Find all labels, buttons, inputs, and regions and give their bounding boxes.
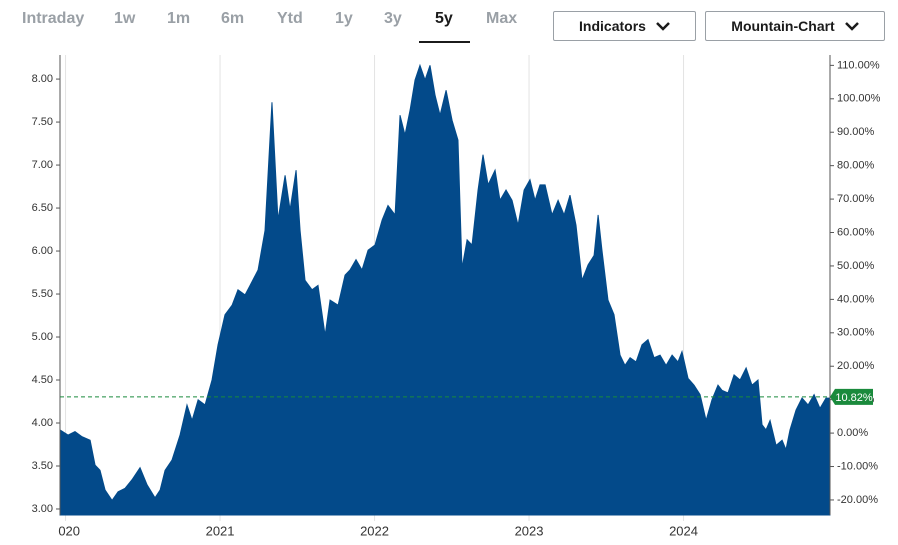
- y-tick-label: 5.50: [32, 288, 53, 300]
- x-tick-label: 2024: [669, 523, 698, 538]
- tab[interactable]: 3y: [384, 10, 402, 27]
- y-tick-label: 4.00: [32, 417, 53, 429]
- y2-tick-label: 100.00%: [837, 93, 881, 105]
- y-tick-label: 8.00: [32, 73, 53, 85]
- y-tick-label: 6.00: [32, 245, 53, 257]
- x-tick-label: 2022: [360, 523, 389, 538]
- chart-type-button[interactable]: Mountain-Chart: [705, 11, 885, 41]
- current-label: 10.82%: [835, 392, 873, 404]
- y-tick-label: 3.00: [32, 503, 53, 515]
- y2-tick-label: 110.00%: [837, 59, 880, 71]
- y-tick-label: 3.50: [32, 460, 53, 472]
- tab-underline: [419, 41, 470, 43]
- tab[interactable]: Ytd: [277, 10, 303, 27]
- tab[interactable]: 5y: [435, 10, 453, 27]
- y2-tick-label: -20.00%: [837, 494, 878, 506]
- tab[interactable]: 1w: [114, 10, 136, 27]
- y2-tick-label: 90.00%: [837, 126, 875, 138]
- chevron: [656, 22, 670, 31]
- current-badge: [830, 388, 873, 405]
- y2-tick-label: 0.00%: [837, 427, 868, 439]
- x-tick-label: 2021: [206, 523, 235, 538]
- tab[interactable]: Intraday: [22, 10, 85, 27]
- y2-tick-label: 20.00%: [837, 360, 875, 372]
- y2-tick-label: 50.00%: [837, 260, 875, 272]
- y2-tick-label: 40.00%: [837, 293, 875, 305]
- y2-tick-label: 30.00%: [837, 327, 875, 339]
- y2-tick-label: -10.00%: [837, 460, 878, 472]
- y2-tick-label: 70.00%: [837, 193, 875, 205]
- y-tick-label: 5.00: [32, 331, 53, 343]
- button-label: Indicators: [579, 18, 646, 34]
- tab[interactable]: 1m: [167, 10, 191, 27]
- tab[interactable]: 6m: [221, 10, 245, 27]
- y2-tick-label: 60.00%: [837, 226, 875, 238]
- tab[interactable]: Max: [486, 10, 518, 27]
- chevron: [844, 22, 859, 31]
- indicators-button[interactable]: Indicators: [553, 11, 696, 41]
- y-tick-label: 7.50: [32, 116, 53, 128]
- y-tick-label: 6.50: [32, 202, 53, 214]
- y-tick-label: 4.50: [32, 374, 53, 386]
- button-label: Mountain-Chart: [731, 18, 835, 34]
- y2-tick-label: 80.00%: [837, 160, 875, 172]
- x-tick-label: 2020: [51, 523, 80, 538]
- x-tick-label: 2023: [515, 523, 544, 538]
- y-tick-label: 7.00: [32, 159, 53, 171]
- tab[interactable]: 1y: [335, 10, 353, 27]
- area: [59, 63, 831, 516]
